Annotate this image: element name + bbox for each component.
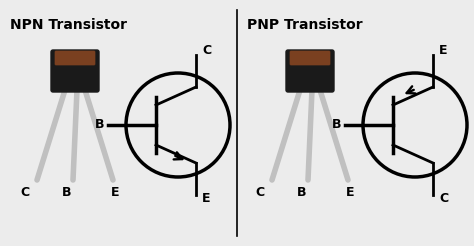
Text: E: E (346, 186, 354, 199)
Text: C: C (439, 193, 448, 205)
Text: B: B (331, 119, 341, 132)
Text: PNP Transistor: PNP Transistor (247, 18, 363, 32)
Text: C: C (202, 45, 211, 58)
Text: B: B (297, 186, 307, 199)
Text: C: C (20, 186, 29, 199)
FancyBboxPatch shape (286, 50, 334, 92)
Text: NPN Transistor: NPN Transistor (10, 18, 127, 32)
Text: B: B (62, 186, 72, 199)
Text: B: B (94, 119, 104, 132)
Text: C: C (255, 186, 264, 199)
FancyBboxPatch shape (51, 50, 99, 92)
Text: E: E (439, 45, 447, 58)
FancyBboxPatch shape (55, 51, 95, 65)
FancyBboxPatch shape (290, 51, 330, 65)
Text: E: E (202, 193, 210, 205)
Text: E: E (111, 186, 119, 199)
